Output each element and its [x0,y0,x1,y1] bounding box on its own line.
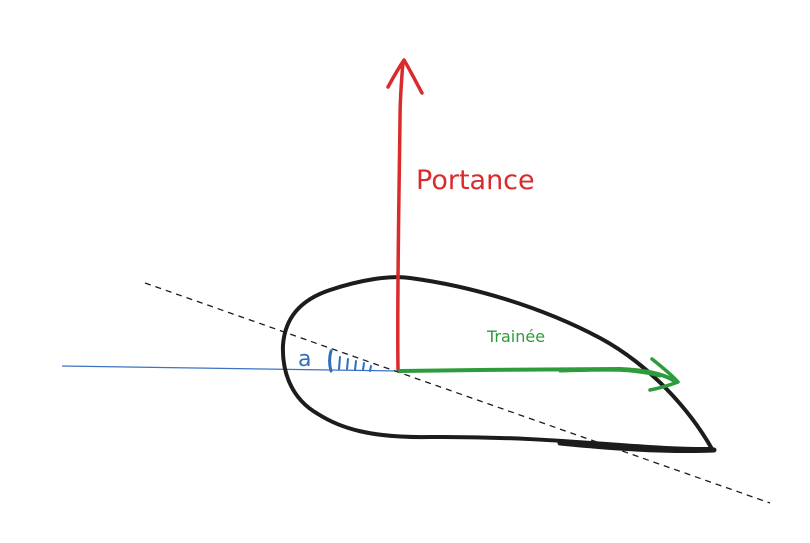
airfoil-outline [280,275,714,452]
airfoil-trailing-edge [557,440,717,454]
angle-tick-5 [369,365,372,372]
angle-tick-3 [354,360,357,371]
lift-label: Portance [416,165,535,196]
drag-arrow-head [648,357,680,392]
lift-arrow-shaft [395,60,405,371]
lift-arrow-head [386,58,424,95]
chord-line [144,282,771,504]
angle-arc [328,349,333,373]
drag-label: Trainée [486,327,545,346]
drag-arrow-shaft-stroke2 [558,368,662,378]
angle-tick-1 [338,356,341,370]
angle-tick-4 [362,362,365,371]
airflow-line [61,365,399,372]
angle-label: a [298,347,311,372]
angle-tick-2 [346,358,349,370]
